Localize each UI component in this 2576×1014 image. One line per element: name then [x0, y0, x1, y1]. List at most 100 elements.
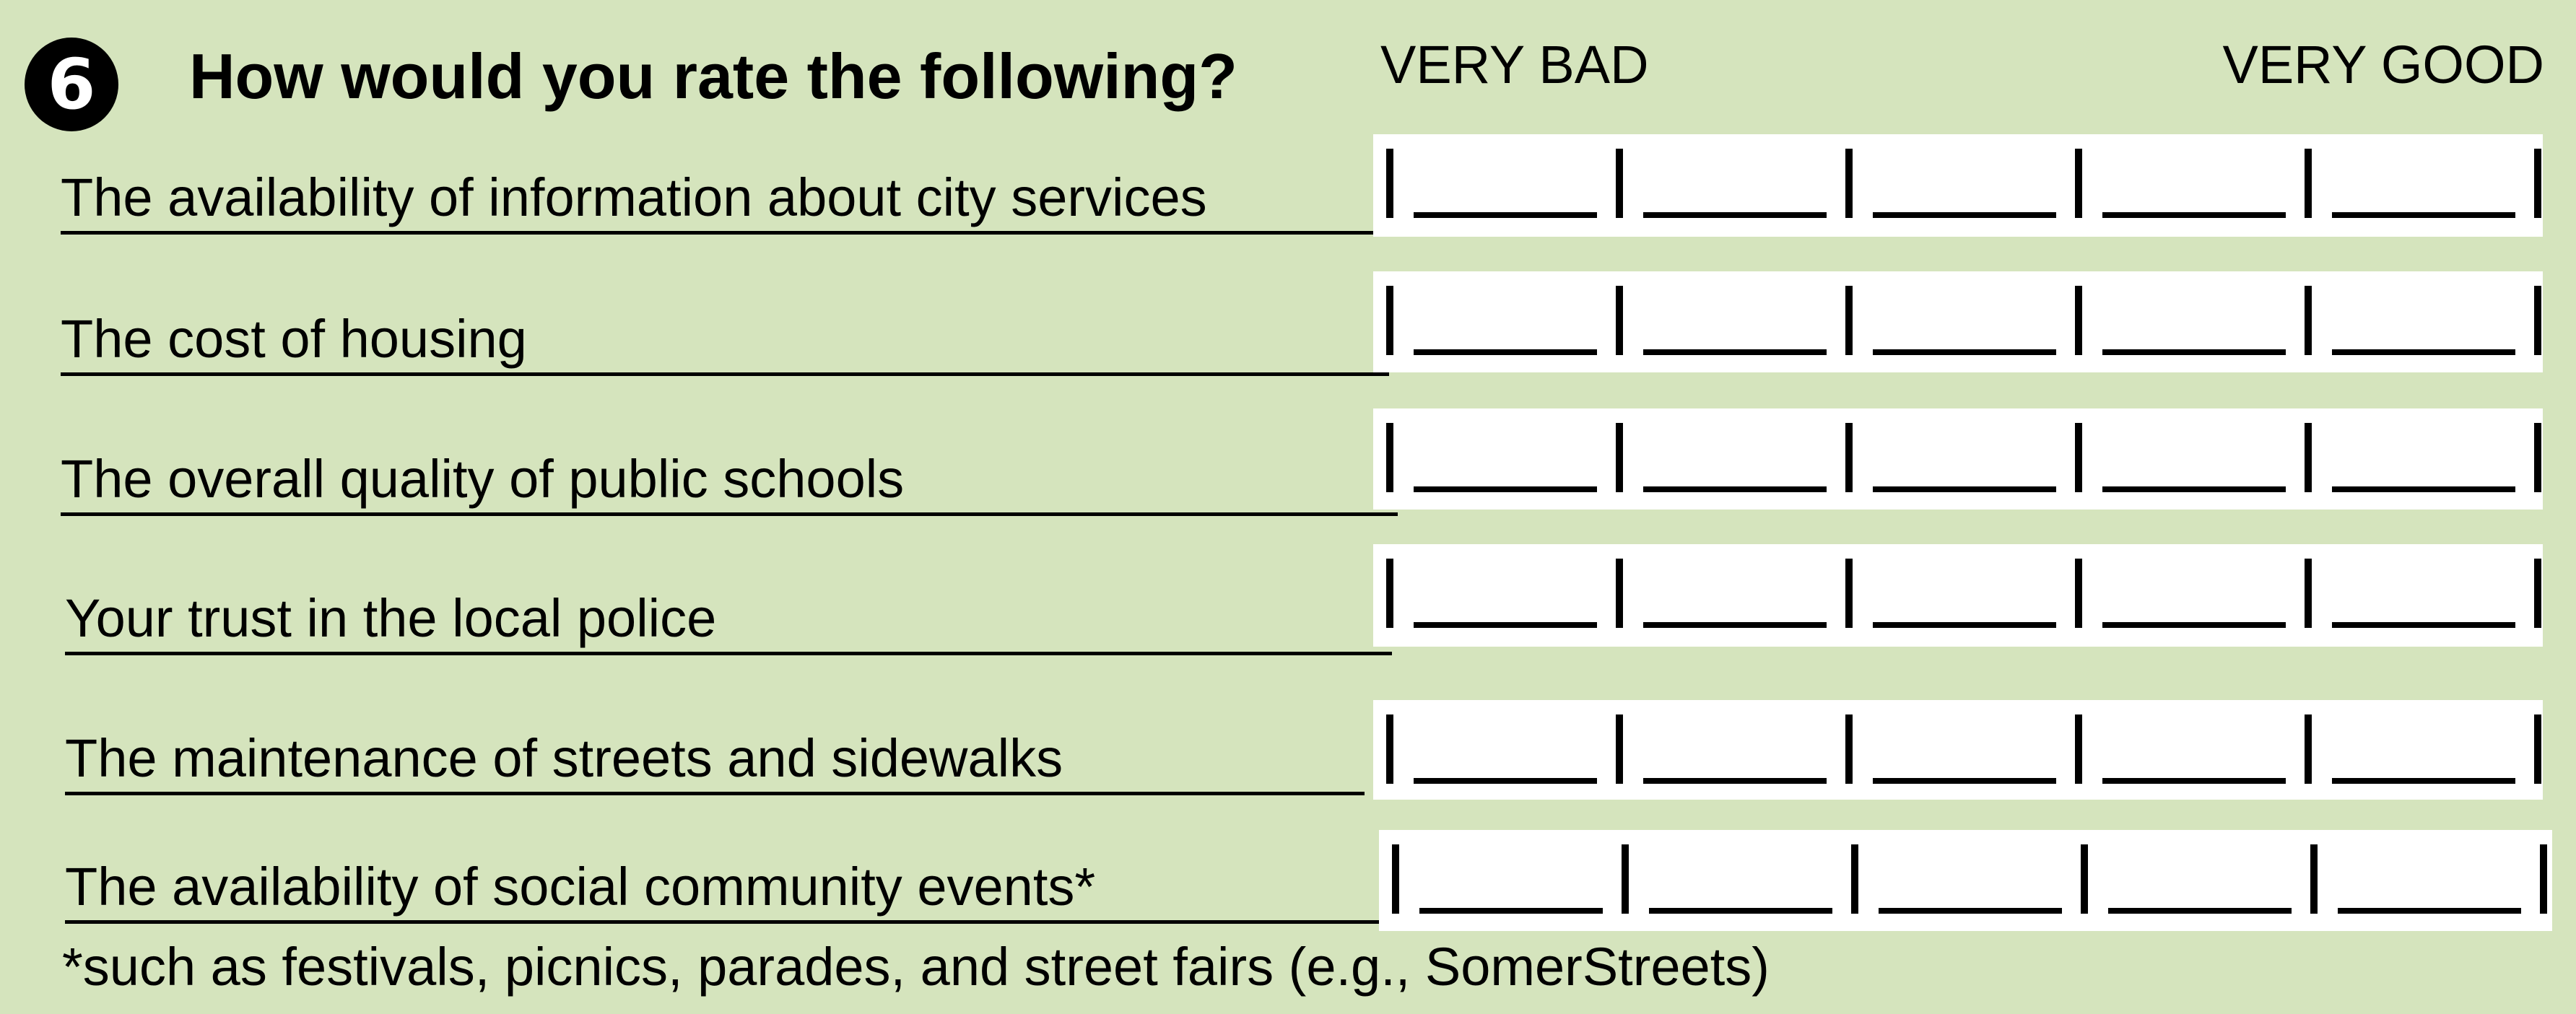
rating-option-4[interactable]	[2075, 149, 2305, 218]
option-divider	[1845, 286, 1853, 355]
option-divider	[2075, 149, 2082, 218]
option-blank-line	[2102, 349, 2286, 355]
option-divider	[1392, 844, 1399, 914]
rating-option-3[interactable]	[1851, 844, 2081, 914]
option-divider	[1845, 149, 1853, 218]
row-label: The overall quality of public schools	[61, 437, 1398, 516]
rating-option-3[interactable]	[1845, 286, 2075, 355]
option-divider	[1845, 559, 1853, 628]
rating-option-3[interactable]	[1845, 149, 2075, 218]
option-blank-line	[1414, 778, 1597, 784]
option-blank-line	[1414, 486, 1597, 492]
option-blank-line	[2102, 778, 2286, 784]
option-divider	[2081, 844, 2088, 914]
option-divider	[2305, 149, 2312, 218]
rating-option-2[interactable]	[1616, 559, 1845, 628]
option-divider	[2075, 559, 2082, 628]
rating-option-2[interactable]	[1616, 286, 1845, 355]
option-divider	[1616, 559, 1623, 628]
option-divider	[1386, 149, 1393, 218]
scale-low-label: VERY BAD	[1380, 35, 1649, 95]
option-blank-line	[2332, 212, 2515, 218]
option-blank-line	[2332, 622, 2515, 628]
rating-option-4[interactable]	[2081, 844, 2310, 914]
rating-option-3[interactable]	[1845, 559, 2075, 628]
rating-scale	[1373, 700, 2543, 800]
footnote: *such as festivals, picnics, parades, an…	[62, 937, 1770, 997]
rating-option-5[interactable]	[2305, 423, 2534, 492]
option-divider	[2305, 714, 2312, 784]
rating-option-5[interactable]	[2305, 559, 2534, 628]
option-blank-line	[1879, 908, 2062, 914]
option-blank-line	[1414, 349, 1597, 355]
rating-option-2[interactable]	[1622, 844, 1851, 914]
rating-scale	[1373, 544, 2543, 647]
option-divider	[2534, 149, 2541, 218]
option-divider	[2305, 559, 2312, 628]
question-title: How would you rate the following?	[189, 40, 1237, 112]
rating-option-1[interactable]	[1386, 286, 1616, 355]
option-divider	[1845, 423, 1853, 492]
rating-scale	[1373, 271, 2543, 372]
option-blank-line	[2338, 908, 2521, 914]
rating-option-2[interactable]	[1616, 714, 1845, 784]
row-label: The maintenance of streets and sidewalks	[65, 716, 1365, 795]
option-divider	[2534, 423, 2541, 492]
rating-scale	[1379, 830, 2552, 931]
option-divider	[2305, 423, 2312, 492]
option-blank-line	[1414, 622, 1597, 628]
option-blank-line	[1873, 486, 2056, 492]
option-divider	[2075, 423, 2082, 492]
option-blank-line	[1643, 349, 1827, 355]
rating-option-1[interactable]	[1386, 559, 1616, 628]
option-blank-line	[2108, 908, 2292, 914]
option-divider	[1616, 423, 1623, 492]
rating-option-1[interactable]	[1386, 149, 1616, 218]
option-divider	[1616, 714, 1623, 784]
rating-option-5[interactable]	[2310, 844, 2540, 914]
rating-option-2[interactable]	[1616, 423, 1845, 492]
option-blank-line	[1649, 908, 1832, 914]
option-blank-line	[1873, 212, 2056, 218]
rating-option-4[interactable]	[2075, 559, 2305, 628]
rating-option-2[interactable]	[1616, 149, 1845, 218]
question-number-badge: 6	[25, 38, 118, 131]
row-label: The availability of information about ci…	[61, 155, 1389, 235]
option-divider	[1386, 286, 1393, 355]
option-divider	[2534, 559, 2541, 628]
rating-option-4[interactable]	[2075, 423, 2305, 492]
option-blank-line	[1643, 486, 1827, 492]
row-label: The availability of social community eve…	[65, 844, 1388, 924]
rating-option-3[interactable]	[1845, 423, 2075, 492]
rating-option-5[interactable]	[2305, 714, 2534, 784]
option-blank-line	[2102, 212, 2286, 218]
rating-option-3[interactable]	[1845, 714, 2075, 784]
option-divider	[2310, 844, 2318, 914]
option-divider	[1851, 844, 1858, 914]
option-divider	[1386, 714, 1393, 784]
option-divider	[2534, 286, 2541, 355]
option-blank-line	[2332, 778, 2515, 784]
rating-scale	[1373, 408, 2543, 510]
option-divider	[2305, 286, 2312, 355]
option-divider	[2075, 286, 2082, 355]
rating-option-4[interactable]	[2075, 286, 2305, 355]
option-divider	[2540, 844, 2547, 914]
rating-option-5[interactable]	[2305, 286, 2534, 355]
option-blank-line	[1414, 212, 1597, 218]
option-divider	[1622, 844, 1629, 914]
option-blank-line	[1873, 622, 2056, 628]
rating-option-5[interactable]	[2305, 149, 2534, 218]
rating-option-1[interactable]	[1386, 423, 1616, 492]
rating-option-1[interactable]	[1392, 844, 1622, 914]
rating-option-1[interactable]	[1386, 714, 1616, 784]
rating-option-4[interactable]	[2075, 714, 2305, 784]
option-blank-line	[1873, 778, 2056, 784]
option-blank-line	[1643, 778, 1827, 784]
scale-high-label: VERY GOOD	[2222, 35, 2544, 95]
row-label: The cost of housing	[61, 297, 1389, 376]
option-blank-line	[1419, 908, 1603, 914]
option-divider	[1616, 149, 1623, 218]
option-blank-line	[1643, 212, 1827, 218]
option-divider	[1845, 714, 1853, 784]
